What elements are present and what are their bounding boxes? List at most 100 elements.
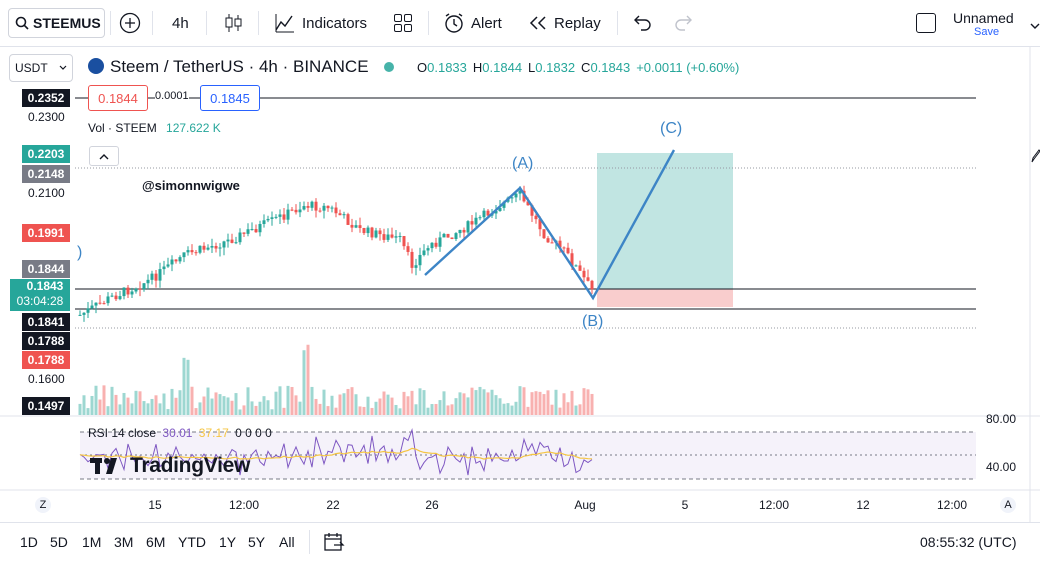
price-label-target[interactable]: 0.2203 <box>22 145 70 163</box>
price-label-stop[interactable]: 0.1788 <box>22 351 70 369</box>
volume-bar <box>330 395 334 415</box>
candle-body <box>298 209 302 213</box>
range-5y[interactable]: 5Y <box>248 534 266 550</box>
zoom-button[interactable]: Z <box>35 497 51 513</box>
rsi-legend: RSI 14 close 30.01 37.17 0 0 0 0 <box>88 426 272 440</box>
range-1d[interactable]: 1D <box>20 534 38 550</box>
price-chart[interactable] <box>0 0 1040 522</box>
wave-label-b: (B) <box>582 313 604 330</box>
price-label-support[interactable]: 0.1841 <box>22 313 70 331</box>
candle-body <box>226 239 230 242</box>
volume-bar <box>566 402 570 415</box>
alert-button[interactable]: Alert <box>443 8 502 38</box>
price-label-1844[interactable]: 0.1844 <box>22 260 70 278</box>
volume-bar <box>114 394 118 415</box>
layout-name-button[interactable]: Unnamed Save <box>953 10 1023 40</box>
candle-body <box>398 236 402 238</box>
range-1m[interactable]: 1M <box>82 534 102 550</box>
currency-select[interactable]: USDT <box>9 54 73 82</box>
range-3m[interactable]: 3M <box>114 534 134 550</box>
range-6m[interactable]: 6M <box>146 534 166 550</box>
price-label-high[interactable]: 0.2148 <box>22 165 70 183</box>
volume-bar <box>506 403 510 415</box>
range-ytd[interactable]: YTD <box>178 534 206 550</box>
candle-body <box>374 230 378 238</box>
stop-zone[interactable] <box>597 289 733 307</box>
candle-body <box>178 257 182 262</box>
volume-bar <box>266 400 270 415</box>
volume-bar <box>434 403 438 415</box>
volume-bar <box>574 405 578 415</box>
close-value: 0.1843 <box>590 60 631 75</box>
candlestick-series[interactable] <box>78 185 594 322</box>
candle-body <box>170 259 174 265</box>
candle-body <box>302 206 306 210</box>
auto-scale-button[interactable]: A <box>1000 497 1016 513</box>
volume-bar <box>206 387 210 415</box>
range-1y[interactable]: 1Y <box>219 534 237 550</box>
rsi-value: 30.01 <box>162 426 193 440</box>
target-zone[interactable] <box>597 153 733 289</box>
redo-button[interactable] <box>674 8 694 38</box>
sell-button[interactable]: 0.1844 <box>88 85 148 111</box>
abc-wave-line[interactable] <box>424 149 676 301</box>
interval-button[interactable]: 4h <box>172 14 189 32</box>
volume-bar <box>514 401 518 415</box>
candle-body <box>314 201 318 211</box>
candle-body <box>246 229 250 234</box>
current-price-label[interactable]: 0.1843 03:04:28 <box>10 279 70 311</box>
price-tick: 0.2300 <box>28 110 65 124</box>
volume-bar <box>286 385 290 415</box>
fullscreen-toggle[interactable] <box>916 8 936 38</box>
volume-bar <box>202 396 206 415</box>
plus-circle-icon <box>119 12 141 34</box>
pair-title[interactable]: Steem / TetherUS · 4h · BINANCE <box>110 57 369 76</box>
volume-bar <box>450 404 454 415</box>
open-value: 0.1833 <box>427 60 467 75</box>
candle-body <box>362 227 366 234</box>
layouts-button[interactable] <box>393 8 413 38</box>
volume-bar <box>106 406 110 415</box>
candle-body <box>434 242 438 247</box>
go-to-date-button[interactable] <box>323 531 345 558</box>
chart-type-button[interactable] <box>224 8 244 38</box>
pen-icon[interactable] <box>1031 147 1040 168</box>
candle-body <box>350 224 354 228</box>
utc-clock[interactable]: 08:55:32 (UTC) <box>920 534 1017 550</box>
volume-bar <box>582 388 586 415</box>
volume-bar <box>90 395 94 415</box>
candle-body <box>394 236 398 238</box>
price-label-low[interactable]: 0.1497 <box>22 397 70 415</box>
compare-symbol-button[interactable] <box>119 8 141 38</box>
volume-bar <box>454 398 458 415</box>
range-all[interactable]: All <box>279 534 295 550</box>
candle-body <box>286 209 290 220</box>
chevron-down-icon[interactable] <box>1030 17 1040 35</box>
divider <box>258 11 259 35</box>
current-price: 0.1843 <box>26 279 64 293</box>
buy-button[interactable]: 0.1845 <box>200 85 260 111</box>
divider <box>617 11 618 35</box>
price-label-1788[interactable]: 0.1788 <box>22 332 70 350</box>
symbol-search[interactable]: STEEMUS <box>8 8 105 38</box>
candle-body <box>458 229 462 234</box>
tradingview-brand[interactable]: TradingView <box>90 454 250 478</box>
candle-body <box>258 224 262 233</box>
price-label-top[interactable]: 0.2352 <box>22 89 70 107</box>
range-5d[interactable]: 5D <box>50 534 68 550</box>
candle-body <box>290 209 294 211</box>
volume-bar <box>314 398 318 415</box>
candle-body <box>126 287 130 295</box>
candle-body <box>114 295 118 300</box>
undo-button[interactable] <box>632 8 652 38</box>
price-label-mid[interactable]: 0.1991 <box>22 224 70 242</box>
indicators-button[interactable]: Indicators <box>274 8 367 38</box>
replay-button[interactable]: Replay <box>528 8 601 38</box>
symbol-label: STEEMUS <box>33 15 101 31</box>
volume-bar <box>198 402 202 415</box>
candle-body <box>510 197 514 199</box>
rsi-ma-line <box>79 447 593 460</box>
candle-body <box>478 217 482 219</box>
volume-bar <box>442 391 446 415</box>
collapse-legend-button[interactable] <box>89 146 119 166</box>
